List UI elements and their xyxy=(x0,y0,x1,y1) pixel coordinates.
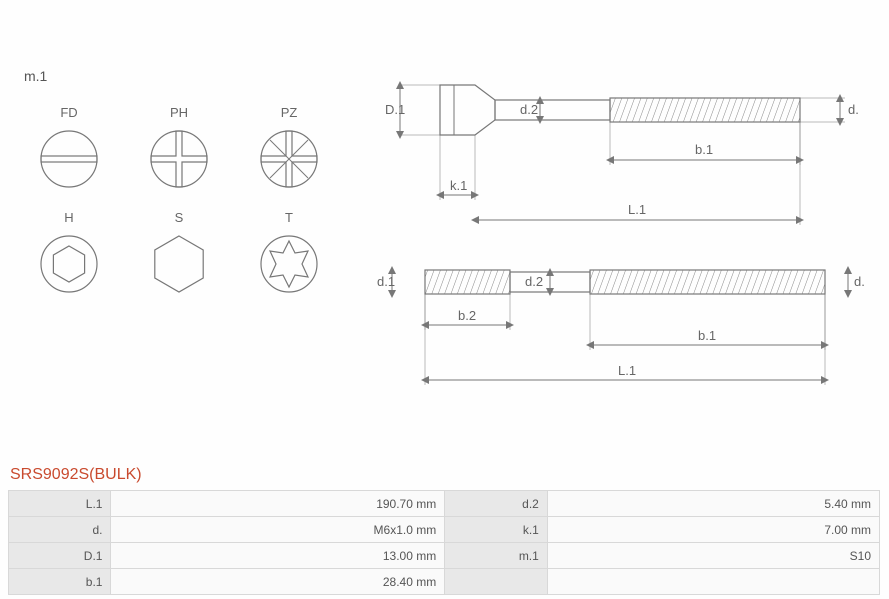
slot-icon xyxy=(38,128,100,190)
hex-socket-icon xyxy=(38,233,100,295)
drive-row-1: FD PH PZ xyxy=(30,105,350,190)
table-row: D.1 13.00 mm m.1 S10 xyxy=(9,543,880,569)
screw-svg: D.1 d.2 d. b.1 k.1 xyxy=(380,60,870,420)
drive-t: T xyxy=(250,210,328,295)
spec-key: k.1 xyxy=(445,517,548,543)
spec-table: L.1 190.70 mm d.2 5.40 mm d. M6x1.0 mm k… xyxy=(8,490,880,595)
dim-L1-top: L.1 xyxy=(628,202,646,217)
dim-b1-bot: b.1 xyxy=(698,328,716,343)
drive-s-label: S xyxy=(175,210,184,225)
drive-h-label: H xyxy=(64,210,73,225)
drive-types-grid: FD PH PZ xyxy=(30,105,350,315)
dim-L1-bot: L.1 xyxy=(618,363,636,378)
dim-d2-top: d.2 xyxy=(520,102,538,117)
spec-val: 13.00 mm xyxy=(111,543,445,569)
spec-val: 7.00 mm xyxy=(547,517,879,543)
drive-t-label: T xyxy=(285,210,293,225)
spec-key: D.1 xyxy=(9,543,111,569)
dim-D1: D.1 xyxy=(385,102,405,117)
spec-val: 5.40 mm xyxy=(547,491,879,517)
spec-val: 28.40 mm xyxy=(111,569,445,595)
spec-key: b.1 xyxy=(9,569,111,595)
drive-s: S xyxy=(140,210,218,295)
screw-diagrams: D.1 d.2 d. b.1 k.1 xyxy=(380,60,870,425)
spec-key xyxy=(445,569,548,595)
drive-row-2: H S T xyxy=(30,210,350,295)
spec-key: m.1 xyxy=(445,543,548,569)
dim-d-top: d. xyxy=(848,102,859,117)
drive-h: H xyxy=(30,210,108,295)
diagram-area: m.1 FD PH PZ xyxy=(0,0,889,450)
drive-section-label: m.1 xyxy=(24,68,47,84)
torx-icon xyxy=(258,233,320,295)
spec-val xyxy=(547,569,879,595)
dim-b1-top: b.1 xyxy=(695,142,713,157)
dim-b2: b.2 xyxy=(458,308,476,323)
part-number-title: SRS9092S(BULK) xyxy=(10,466,142,484)
drive-fd-label: FD xyxy=(60,105,77,120)
table-row: d. M6x1.0 mm k.1 7.00 mm xyxy=(9,517,880,543)
dim-d2-bot: d.2 xyxy=(525,274,543,289)
drive-ph-label: PH xyxy=(170,105,188,120)
drive-pz-label: PZ xyxy=(281,105,298,120)
drive-fd: FD xyxy=(30,105,108,190)
table-row: b.1 28.40 mm xyxy=(9,569,880,595)
hex-external-icon xyxy=(148,233,210,295)
dim-d1-bot: d.1 xyxy=(377,274,395,289)
spec-val: M6x1.0 mm xyxy=(111,517,445,543)
dim-k1: k.1 xyxy=(450,178,467,193)
spec-key: d. xyxy=(9,517,111,543)
spec-val: S10 xyxy=(547,543,879,569)
drive-pz: PZ xyxy=(250,105,328,190)
pozidriv-icon xyxy=(258,128,320,190)
dim-d-bot: d. xyxy=(854,274,865,289)
spec-key: d.2 xyxy=(445,491,548,517)
spec-val: 190.70 mm xyxy=(111,491,445,517)
phillips-icon xyxy=(148,128,210,190)
table-row: L.1 190.70 mm d.2 5.40 mm xyxy=(9,491,880,517)
top-screw: D.1 d.2 d. b.1 k.1 xyxy=(385,85,859,225)
spec-key: L.1 xyxy=(9,491,111,517)
bottom-screw: d.1 d.2 d. b.2 b.1 xyxy=(377,270,865,385)
drive-ph: PH xyxy=(140,105,218,190)
